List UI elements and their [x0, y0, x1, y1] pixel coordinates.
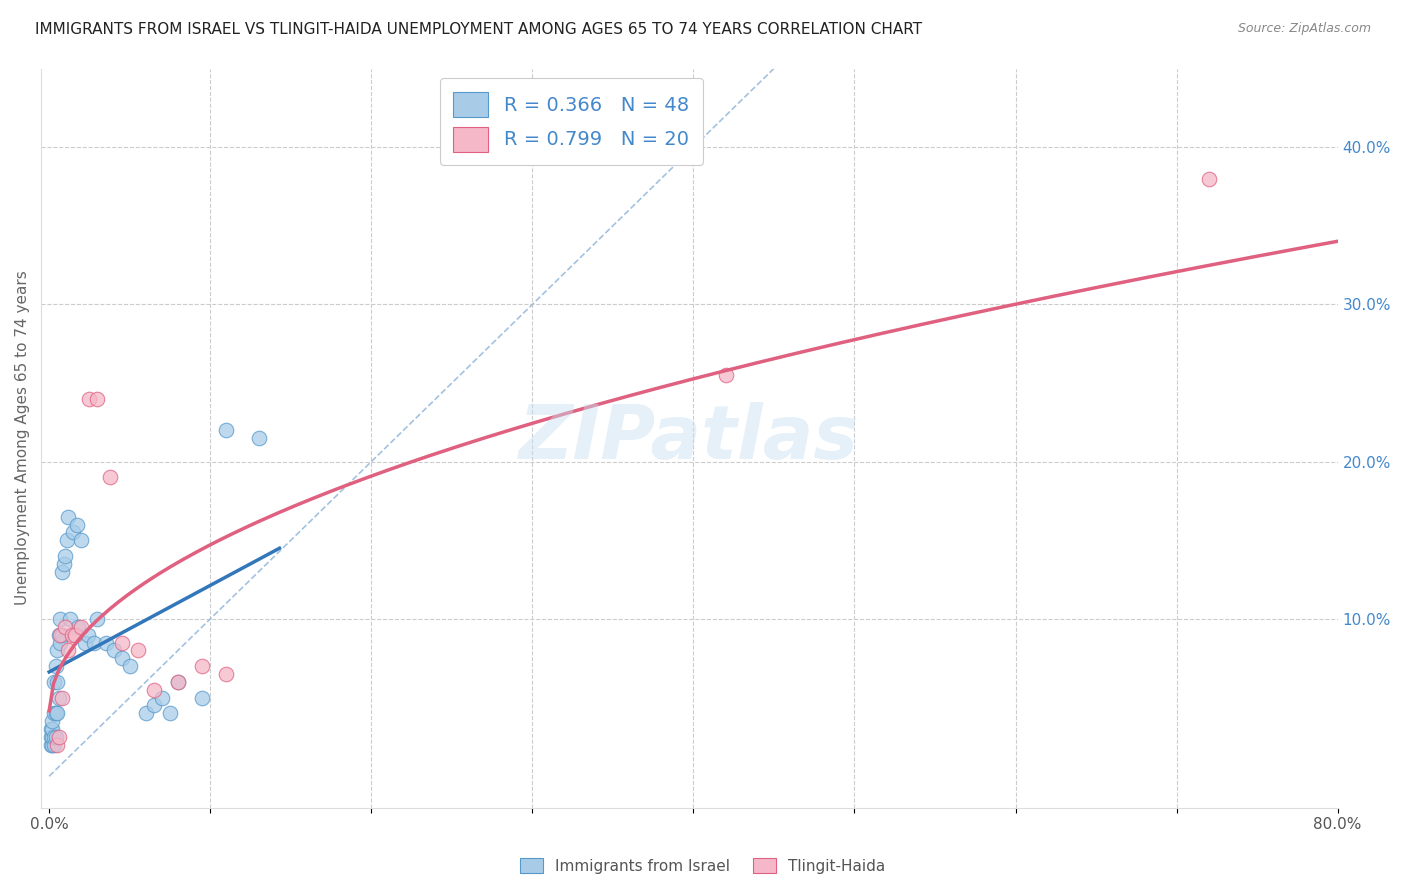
Point [46, 674, 69, 689]
Point [135, 706, 157, 721]
Point [49, 612, 72, 626]
Point [41, 714, 63, 728]
Point [67, 620, 90, 634]
Point [39, 722, 62, 736]
Point [60, 628, 83, 642]
Point [41, 730, 63, 744]
Point [62, 525, 84, 540]
Text: IMMIGRANTS FROM ISRAEL VS TLINGIT-HAIDA UNEMPLOYMENT AMONG AGES 65 TO 74 YEARS C: IMMIGRANTS FROM ISRAEL VS TLINGIT-HAIDA … [35, 22, 922, 37]
Legend: R = 0.366   N = 48, R = 0.799   N = 20: R = 0.366 N = 48, R = 0.799 N = 20 [440, 78, 703, 165]
Point [79, 392, 101, 406]
Point [167, 674, 190, 689]
Legend: Immigrants from Israel, Tlingit-Haida: Immigrants from Israel, Tlingit-Haida [515, 852, 891, 880]
Point [45, 659, 67, 673]
Point [63, 628, 86, 642]
Point [98, 470, 121, 484]
Point [111, 635, 134, 649]
Point [73, 635, 96, 649]
Point [45, 706, 67, 721]
Point [41, 738, 63, 752]
Text: ZIPatlas: ZIPatlas [519, 401, 859, 475]
Point [142, 682, 165, 697]
Point [53, 549, 76, 563]
Point [52, 557, 75, 571]
Point [127, 643, 149, 657]
Point [59, 612, 82, 626]
Point [53, 620, 76, 634]
Point [48, 628, 70, 642]
Point [51, 628, 73, 642]
Point [58, 643, 80, 657]
Point [45, 730, 67, 744]
Point [41, 722, 63, 736]
Point [65, 517, 87, 532]
Point [42, 706, 65, 721]
Text: Source: ZipAtlas.com: Source: ZipAtlas.com [1237, 22, 1371, 36]
Point [118, 659, 141, 673]
Point [111, 651, 134, 665]
Point [714, 368, 737, 383]
Point [46, 738, 69, 752]
Point [94, 635, 117, 649]
Point [42, 674, 65, 689]
Point [159, 706, 181, 721]
Point [142, 698, 165, 713]
Point [83, 635, 105, 649]
Point [48, 730, 70, 744]
Point [42, 738, 65, 752]
Point [58, 509, 80, 524]
Point [51, 690, 73, 705]
Point [51, 565, 73, 579]
Point [215, 667, 238, 681]
Point [103, 643, 125, 657]
Point [49, 635, 72, 649]
Point [1198, 171, 1220, 186]
Point [46, 706, 69, 721]
Point [46, 643, 69, 657]
Point [86, 392, 108, 406]
Point [49, 628, 72, 642]
Point [150, 690, 173, 705]
Point [215, 423, 238, 437]
Point [48, 690, 70, 705]
Point [76, 628, 98, 642]
Point [39, 730, 62, 744]
Point [167, 674, 190, 689]
Point [70, 620, 93, 634]
Point [191, 690, 214, 705]
Point [42, 730, 65, 744]
Point [70, 533, 93, 548]
Point [39, 738, 62, 752]
Point [247, 431, 270, 445]
Point [86, 612, 108, 626]
Y-axis label: Unemployment Among Ages 65 to 74 years: Unemployment Among Ages 65 to 74 years [15, 271, 30, 606]
Point [56, 533, 79, 548]
Point [191, 659, 214, 673]
